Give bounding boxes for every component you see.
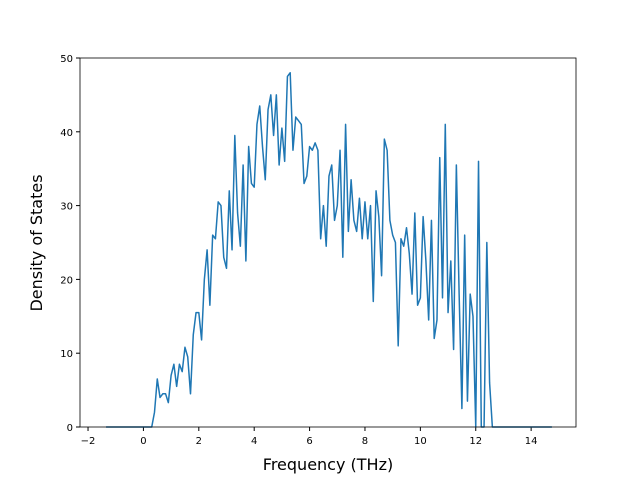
x-tick-label: 2 <box>196 436 202 447</box>
x-tick-label: 0 <box>140 436 146 447</box>
x-tick-label: 10 <box>414 436 427 447</box>
x-tick-label: 12 <box>469 436 482 447</box>
y-tick-label: 10 <box>60 349 73 360</box>
y-tick-label: 30 <box>60 202 73 213</box>
y-tick-label: 40 <box>60 128 73 139</box>
y-tick-label: 0 <box>67 423 73 434</box>
line-series <box>106 72 552 428</box>
x-tick-label: 14 <box>525 436 538 447</box>
x-tick-label: −2 <box>81 436 96 447</box>
y-tick-label: 20 <box>60 275 73 286</box>
x-tick-label: 6 <box>306 436 312 447</box>
y-axis-label: Density of States <box>27 174 46 311</box>
y-tick-label: 50 <box>60 54 73 65</box>
x-tick-label: 4 <box>251 436 257 447</box>
x-tick-label: 8 <box>362 436 368 447</box>
axes-frame <box>79 57 577 428</box>
x-axis-label: Frequency (THz) <box>263 455 393 474</box>
